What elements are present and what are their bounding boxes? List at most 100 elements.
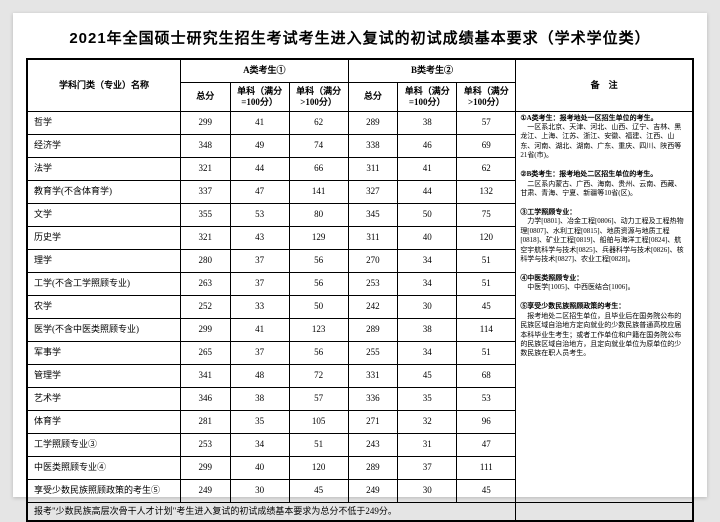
cell-major: 法学: [27, 157, 181, 180]
hdr-groupB: B类考生②: [348, 59, 516, 83]
cell-a-total: 341: [181, 364, 231, 387]
cell-b-s100: 50: [398, 203, 457, 226]
cell-a-so100: 129: [289, 226, 348, 249]
cell-a-total: 299: [181, 456, 231, 479]
cell-b-so100: 45: [457, 295, 516, 318]
cell-a-s100: 43: [230, 226, 289, 249]
cell-b-s100: 32: [398, 410, 457, 433]
cell-b-total: 289: [348, 111, 398, 134]
cell-major: 工学(不含工学照顾专业): [27, 272, 181, 295]
cell-b-s100: 30: [398, 295, 457, 318]
cell-a-total: 337: [181, 180, 231, 203]
cell-a-total: 321: [181, 157, 231, 180]
cell-a-total: 249: [181, 479, 231, 502]
cell-a-so100: 50: [289, 295, 348, 318]
cell-b-total: 242: [348, 295, 398, 318]
cell-b-so100: 47: [457, 433, 516, 456]
cell-major: 理学: [27, 249, 181, 272]
cell-a-so100: 105: [289, 410, 348, 433]
cell-b-s100: 40: [398, 226, 457, 249]
cell-b-s100: 31: [398, 433, 457, 456]
table-body: 哲学29941622893857①A类考生：报考地处一区招生单位的考生。 一区系…: [27, 111, 693, 502]
cell-a-s100: 33: [230, 295, 289, 318]
hdr-groupA: A类考生①: [181, 59, 349, 83]
cell-a-s100: 37: [230, 249, 289, 272]
cell-a-so100: 62: [289, 111, 348, 134]
cell-major: 哲学: [27, 111, 181, 134]
cell-major: 教育学(不含体育学): [27, 180, 181, 203]
cell-a-so100: 123: [289, 318, 348, 341]
cell-b-total: 249: [348, 479, 398, 502]
cell-major: 文学: [27, 203, 181, 226]
cell-a-s100: 40: [230, 456, 289, 479]
cell-a-s100: 37: [230, 272, 289, 295]
cell-b-so100: 75: [457, 203, 516, 226]
cell-a-so100: 66: [289, 157, 348, 180]
cell-b-total: 345: [348, 203, 398, 226]
cell-a-s100: 53: [230, 203, 289, 226]
cell-major: 历史学: [27, 226, 181, 249]
cell-b-total: 289: [348, 318, 398, 341]
cell-b-total: 336: [348, 387, 398, 410]
cell-b-so100: 111: [457, 456, 516, 479]
cell-b-s100: 34: [398, 249, 457, 272]
page-title: 2021年全国硕士研究生招生考试考生进入复试的初试成绩基本要求（学术学位类）: [26, 27, 694, 48]
cell-b-total: 289: [348, 456, 398, 479]
cell-a-total: 253: [181, 433, 231, 456]
cell-a-so100: 56: [289, 272, 348, 295]
cell-a-s100: 44: [230, 157, 289, 180]
cell-a-so100: 72: [289, 364, 348, 387]
hdr-major: 学科门类（专业）名称: [27, 59, 181, 112]
cell-a-so100: 56: [289, 249, 348, 272]
cell-a-total: 321: [181, 226, 231, 249]
cell-b-s100: 46: [398, 134, 457, 157]
cell-b-s100: 38: [398, 318, 457, 341]
cell-a-total: 348: [181, 134, 231, 157]
cell-b-s100: 38: [398, 111, 457, 134]
cell-b-so100: 51: [457, 249, 516, 272]
cell-b-so100: 51: [457, 272, 516, 295]
cell-b-so100: 51: [457, 341, 516, 364]
cell-b-so100: 68: [457, 364, 516, 387]
cell-b-so100: 96: [457, 410, 516, 433]
cell-b-s100: 30: [398, 479, 457, 502]
cell-major: 管理学: [27, 364, 181, 387]
cell-a-s100: 30: [230, 479, 289, 502]
cell-a-total: 299: [181, 111, 231, 134]
hdr-a-s100: 单科（满分=100分）: [230, 82, 289, 111]
cell-major: 享受少数民族照顾政策的考生⑤: [27, 479, 181, 502]
cell-a-s100: 37: [230, 341, 289, 364]
cell-b-s100: 45: [398, 364, 457, 387]
cell-b-so100: 62: [457, 157, 516, 180]
hdr-b-so100: 单科（满分>100分）: [457, 82, 516, 111]
cell-a-so100: 80: [289, 203, 348, 226]
cell-a-so100: 74: [289, 134, 348, 157]
cell-b-s100: 34: [398, 341, 457, 364]
cell-major: 农学: [27, 295, 181, 318]
cell-major: 军事学: [27, 341, 181, 364]
cell-b-total: 311: [348, 226, 398, 249]
cell-major: 医学(不含中医类照顾专业): [27, 318, 181, 341]
cell-b-so100: 132: [457, 180, 516, 203]
cell-b-so100: 57: [457, 111, 516, 134]
cell-b-s100: 35: [398, 387, 457, 410]
cell-b-total: 270: [348, 249, 398, 272]
cell-b-s100: 37: [398, 456, 457, 479]
cell-a-so100: 56: [289, 341, 348, 364]
cell-a-total: 346: [181, 387, 231, 410]
cell-a-s100: 41: [230, 111, 289, 134]
notes-cell: ①A类考生：报考地处一区招生单位的考生。 一区系北京、天津、河北、山西、辽宁、吉…: [516, 111, 693, 502]
table-row: 哲学29941622893857①A类考生：报考地处一区招生单位的考生。 一区系…: [27, 111, 693, 134]
cell-a-s100: 35: [230, 410, 289, 433]
cell-a-total: 280: [181, 249, 231, 272]
footnote: 报考"少数民族高层次骨干人才计划"考生进入复试的初试成绩基本要求为总分不低于24…: [27, 502, 516, 521]
cell-major: 工学照顾专业③: [27, 433, 181, 456]
cell-b-total: 338: [348, 134, 398, 157]
cell-major: 体育学: [27, 410, 181, 433]
score-table: 学科门类（专业）名称 A类考生① B类考生② 备 注 总分 单科（满分=100分…: [26, 58, 694, 522]
cell-a-total: 355: [181, 203, 231, 226]
cell-major: 艺术学: [27, 387, 181, 410]
cell-b-total: 243: [348, 433, 398, 456]
hdr-notes: 备 注: [516, 59, 693, 112]
hdr-a-so100: 单科（满分>100分）: [289, 82, 348, 111]
